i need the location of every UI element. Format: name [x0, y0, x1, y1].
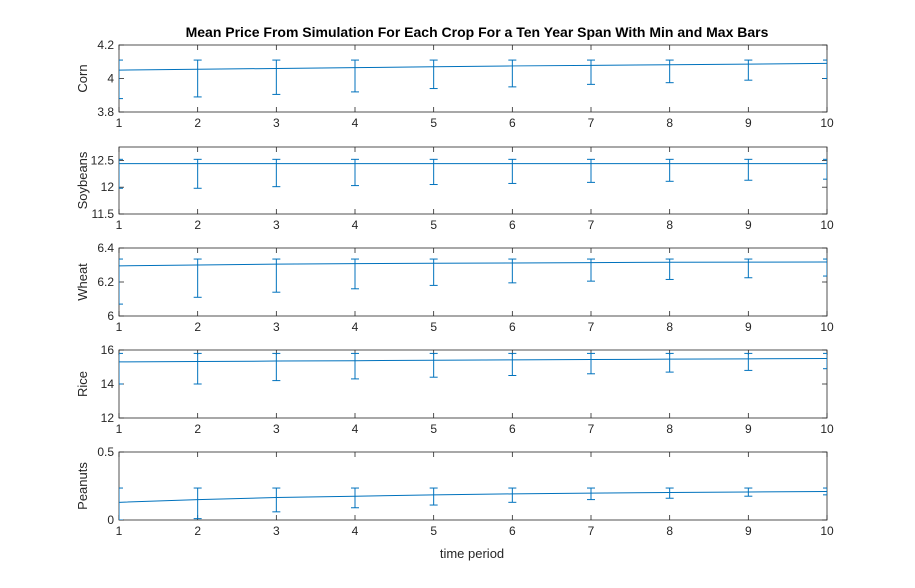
x-tick-label: 2 — [194, 524, 201, 538]
x-tick-label: 5 — [430, 320, 437, 334]
x-tick-label: 6 — [509, 524, 516, 538]
chart-title: Mean Price From Simulation For Each Crop… — [186, 24, 769, 40]
x-tick-label: 4 — [352, 422, 359, 436]
plot-area — [119, 59, 827, 100]
x-tick-label: 3 — [273, 422, 280, 436]
x-tick-label: 4 — [352, 320, 359, 334]
x-tick-label: 9 — [745, 218, 752, 232]
y-tick-label: 14 — [101, 377, 115, 391]
x-tick-label: 9 — [745, 422, 752, 436]
x-tick-label: 7 — [588, 218, 595, 232]
x-tick-label: 9 — [745, 524, 752, 538]
y-axis-label: Rice — [75, 371, 90, 397]
x-tick-label: 7 — [588, 524, 595, 538]
x-tick-label: 5 — [430, 422, 437, 436]
subplot-wheat: 1 2 3 4 5 6 7 8 9 10 6 6.2 6.4 Wheat — [75, 241, 834, 334]
mean-line — [119, 490, 827, 503]
y-tick-label: 6 — [107, 309, 114, 323]
y-tick-label: 0.5 — [97, 445, 114, 459]
x-tick-label: 7 — [588, 116, 595, 130]
x-tick-label: 2 — [194, 218, 201, 232]
axes-box — [118, 247, 828, 317]
y-tick-label: 11.5 — [92, 207, 115, 221]
subplot-peanuts: 1 2 3 4 5 6 7 8 9 10 0 0.5 Peanuts — [75, 445, 834, 538]
x-tick-label: 10 — [820, 524, 834, 538]
x-tick-label: 1 — [116, 218, 123, 232]
y-axis-label: Soybeans — [75, 151, 90, 209]
y-tick-label: 0 — [107, 513, 114, 527]
x-tick-label: 10 — [820, 116, 834, 130]
plot-area — [119, 158, 827, 189]
y-tick-label: 12.5 — [91, 153, 115, 167]
x-tick-label: 5 — [430, 524, 437, 538]
x-tick-label: 1 — [116, 320, 123, 334]
y-tick-label: 16 — [101, 343, 115, 357]
x-tick-label: 9 — [745, 320, 752, 334]
x-tick-label: 3 — [273, 320, 280, 334]
x-tick-label: 10 — [820, 422, 834, 436]
y-tick-label: 12 — [101, 411, 115, 425]
axes-box — [118, 451, 828, 521]
x-tick-label: 6 — [509, 320, 516, 334]
x-tick-label: 2 — [194, 320, 201, 334]
x-tick-label: 8 — [666, 320, 673, 334]
x-tick-label: 7 — [588, 320, 595, 334]
x-tick-label: 5 — [430, 116, 437, 130]
x-tick-label: 3 — [273, 524, 280, 538]
x-tick-label: 5 — [430, 218, 437, 232]
mean-line — [119, 62, 827, 71]
x-tick-label: 1 — [116, 422, 123, 436]
x-tick-label: 8 — [666, 116, 673, 130]
axes-box — [118, 146, 828, 215]
x-tick-label: 10 — [820, 218, 834, 232]
x-tick-label: 6 — [509, 218, 516, 232]
y-axis-label: Wheat — [75, 263, 90, 301]
x-tick-label: 2 — [194, 116, 201, 130]
y-tick-label: 4.2 — [97, 38, 114, 52]
subplot-corn: 1 2 3 4 5 6 7 8 9 10 3.8 4 4.2 Corn — [75, 38, 834, 130]
mean-line — [119, 358, 827, 363]
x-tick-label: 1 — [116, 524, 123, 538]
x-tick-label: 2 — [194, 422, 201, 436]
y-tick-label: 4 — [107, 72, 114, 86]
x-tick-label: 9 — [745, 116, 752, 130]
x-tick-label: 4 — [352, 116, 359, 130]
x-tick-label: 3 — [273, 218, 280, 232]
y-tick-label: 3.8 — [97, 105, 114, 119]
x-tick-label: 4 — [352, 524, 359, 538]
plot-area — [119, 352, 827, 385]
x-tick-label: 7 — [588, 422, 595, 436]
axes-box — [118, 44, 828, 113]
y-axis-label: Corn — [75, 64, 90, 92]
x-tick-label: 4 — [352, 218, 359, 232]
plot-area — [119, 487, 827, 520]
y-tick-label: 6.2 — [97, 275, 114, 289]
plot-area — [119, 258, 827, 305]
y-tick-label: 12 — [101, 180, 115, 194]
x-tick-label: 8 — [666, 218, 673, 232]
mean-line — [119, 261, 827, 267]
x-tick-label: 1 — [116, 116, 123, 130]
x-tick-label: 10 — [820, 320, 834, 334]
x-tick-label: 6 — [509, 422, 516, 436]
x-tick-label: 3 — [273, 116, 280, 130]
y-tick-label: 6.4 — [97, 241, 114, 255]
x-tick-label: 8 — [666, 524, 673, 538]
x-axis-label: time period — [440, 546, 504, 561]
x-tick-label: 6 — [509, 116, 516, 130]
y-axis-label: Peanuts — [75, 462, 90, 510]
x-tick-label: 8 — [666, 422, 673, 436]
